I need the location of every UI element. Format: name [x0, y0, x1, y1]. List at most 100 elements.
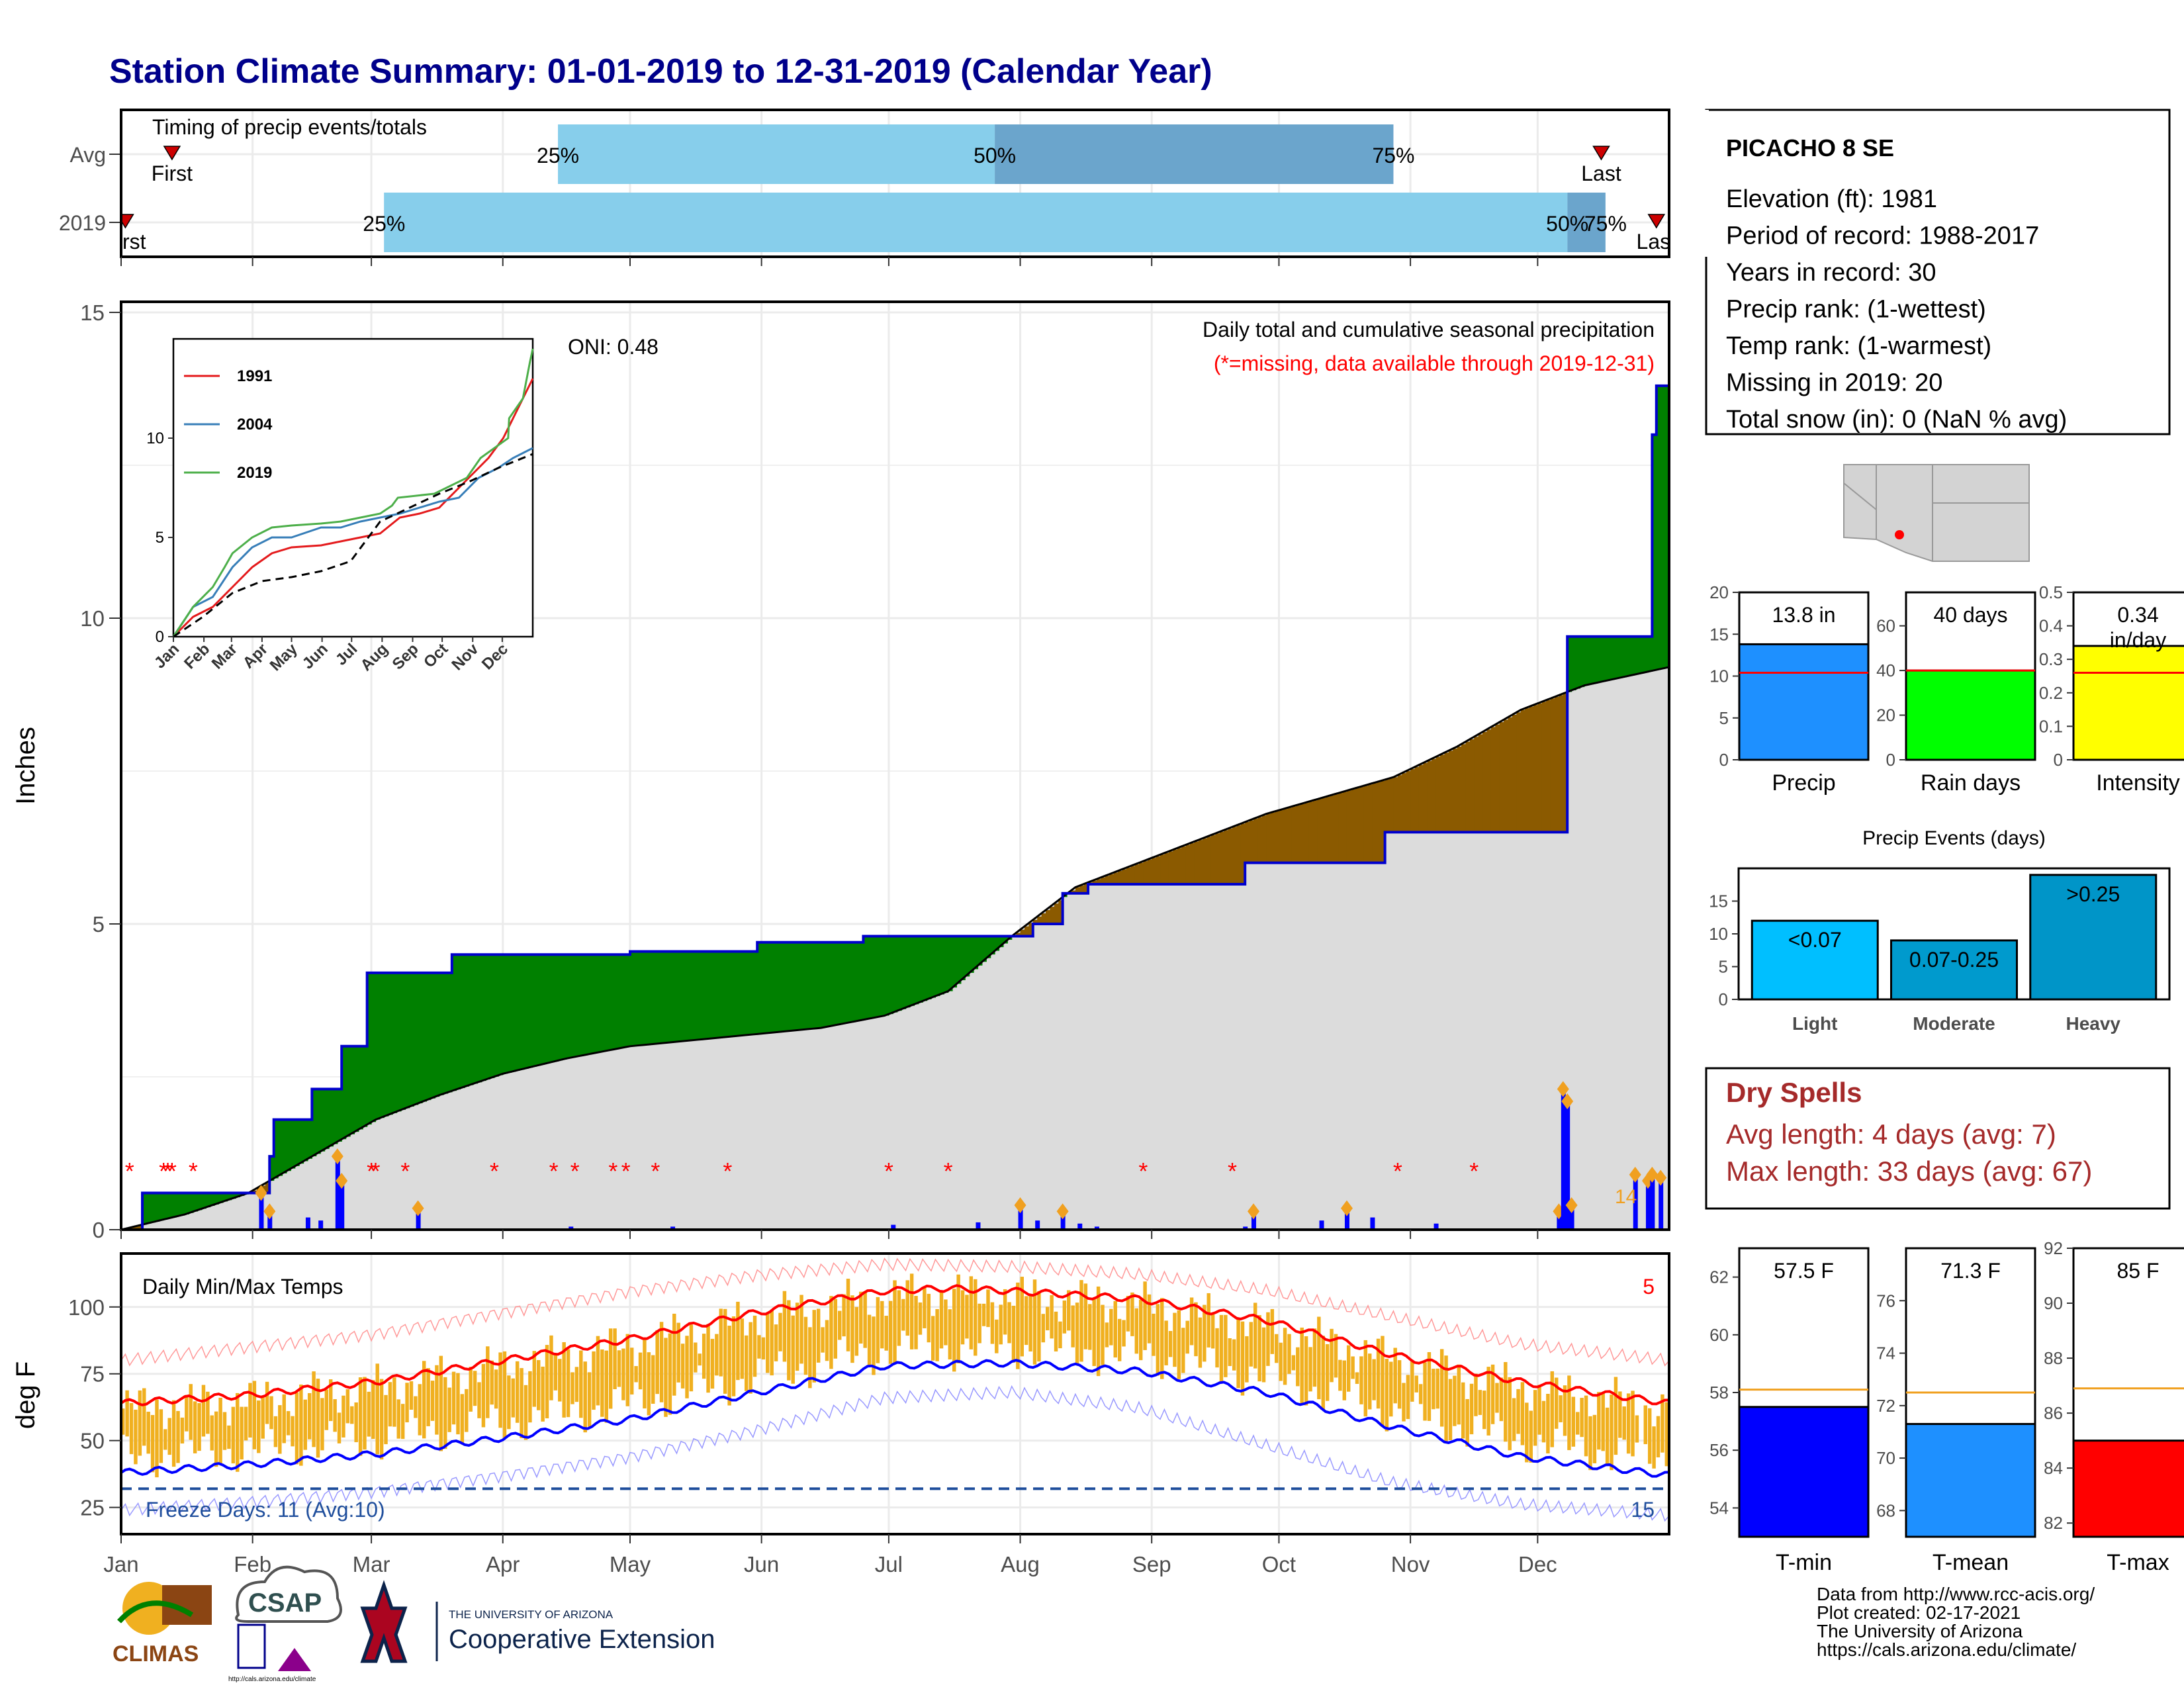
surplus-area	[923, 936, 928, 1001]
deficit-area	[1321, 798, 1326, 863]
events-bar	[2029, 874, 2158, 1001]
daily-temp-range-bar	[1236, 1318, 1240, 1389]
daily-temp-range-bar	[265, 1381, 269, 1424]
deficit-area	[1228, 828, 1233, 884]
daily-temp-range-bar	[1168, 1331, 1173, 1357]
daily-precip-marker	[1655, 1169, 1667, 1186]
surplus-area	[608, 954, 614, 1050]
daily-temp-range-bar	[1164, 1320, 1168, 1365]
summary-value-label: 71.3 F	[1940, 1259, 2001, 1283]
surplus-area	[1631, 636, 1636, 676]
surplus-area	[812, 942, 817, 1029]
surplus-area	[1605, 636, 1610, 681]
surplus-area	[766, 942, 771, 1034]
deficit-area	[1164, 852, 1169, 884]
missing-day-star: *	[189, 1158, 198, 1185]
climas-logo: CLIMAS	[113, 1582, 212, 1667]
summary-ytick-label: 20	[1709, 582, 1729, 602]
station-info-line: Period of record: 1988-2017	[1726, 222, 2039, 250]
surplus-area	[316, 1089, 321, 1154]
missing-day-star: *	[549, 1158, 559, 1185]
summary-ytick-label: 68	[1876, 1500, 1895, 1520]
daily-temp-range-bar	[1610, 1394, 1614, 1471]
surplus-area	[1588, 636, 1594, 685]
deficit-area	[1537, 703, 1543, 833]
month-label: Jul	[875, 1552, 903, 1577]
deficit-area	[1368, 784, 1373, 863]
daily-temp-range-bar	[1389, 1361, 1393, 1417]
surplus-area	[600, 954, 606, 1052]
daily-temp-range-bar	[952, 1289, 956, 1372]
surplus-area	[358, 1046, 363, 1130]
daily-temp-range-bar	[715, 1334, 719, 1376]
daily-temp-range-bar	[939, 1290, 944, 1349]
daily-temp-range-bar	[507, 1375, 511, 1430]
daily-temp-range-bar	[1054, 1311, 1058, 1351]
summary-ytick-label: 86	[2044, 1403, 2063, 1423]
daily-temp-range-bar	[842, 1294, 846, 1337]
timing-clip-left	[0, 110, 121, 257]
deficit-area	[1083, 884, 1089, 893]
daily-temp-range-bar	[193, 1401, 197, 1453]
daily-precip-marker	[263, 1203, 276, 1220]
temp-title: Daily Min/Max Temps	[142, 1275, 343, 1299]
surplus-area	[850, 942, 856, 1023]
month-label: May	[610, 1552, 651, 1577]
timing-pct-label: 50%	[1546, 212, 1588, 236]
deficit-area	[1092, 880, 1097, 884]
daily-temp-range-bar	[400, 1404, 405, 1440]
summary-bar	[1905, 669, 2036, 761]
daily-temp-range-bar	[774, 1324, 778, 1361]
summary-bar	[1738, 643, 1870, 761]
record-min-line	[120, 1385, 1670, 1522]
surplus-area	[583, 954, 588, 1056]
daily-temp-range-bar	[1554, 1377, 1559, 1429]
surplus-area	[939, 936, 944, 995]
dry-spells-title: Dry Spells	[1726, 1077, 1862, 1108]
daily-temp-range-bar	[528, 1371, 532, 1423]
daily-temp-range-bar	[664, 1338, 668, 1417]
deficit-area	[1096, 879, 1101, 884]
daily-temp-range-bar	[545, 1345, 549, 1419]
surplus-area	[761, 942, 766, 1034]
daily-temp-range-bar	[214, 1411, 218, 1467]
daily-temp-range-bar	[927, 1293, 931, 1343]
daily-temp-range-bar	[312, 1371, 316, 1447]
deficit-area	[1210, 835, 1216, 884]
climas-logo-text: CLIMAS	[113, 1641, 199, 1667]
daily-temp-range-bar	[176, 1410, 180, 1463]
summary-xlabel: T-max	[2107, 1550, 2169, 1575]
summary-ytick-label: 0.1	[2039, 716, 2063, 736]
daily-temp-range-bar	[1007, 1302, 1011, 1344]
daily-temp-range-bar	[672, 1313, 676, 1396]
daily-temp-range-bar	[1486, 1367, 1490, 1436]
surplus-area	[1597, 636, 1602, 683]
ua-logo: THE UNIVERSITY OF ARIZONA Cooperative Ex…	[360, 1580, 715, 1663]
daily-temp-range-bar	[218, 1397, 222, 1464]
missing-day-star: *	[163, 1158, 172, 1185]
daily-precip-bar	[1243, 1226, 1248, 1230]
daily-temp-range-bar	[371, 1380, 375, 1440]
daily-temp-range-bar	[435, 1365, 439, 1435]
daily-temp-range-bar	[367, 1391, 371, 1437]
events-category-label: Heavy	[2066, 1013, 2120, 1034]
daily-precip-bar	[1659, 1177, 1664, 1230]
daily-temp-range-bar	[1605, 1407, 1610, 1466]
surplus-area	[846, 942, 851, 1023]
deficit-area	[1232, 827, 1237, 884]
surplus-area	[659, 951, 664, 1044]
daily-temp-range-bar	[1122, 1320, 1126, 1347]
precip-ylabel: Inches	[11, 727, 40, 805]
precip-subtitle: Daily total and cumulative seasonal prec…	[1203, 318, 1655, 342]
daily-temp-range-bar	[884, 1316, 888, 1351]
daily-temp-range-bar	[829, 1296, 833, 1369]
surplus-area	[974, 936, 979, 970]
surplus-area	[731, 951, 737, 1037]
deficit-area	[1486, 729, 1492, 833]
daily-temp-range-bar	[1334, 1334, 1338, 1378]
daily-temp-range-bar	[1138, 1299, 1143, 1361]
dry-spells-avg: Avg length: 4 days (avg: 7)	[1726, 1119, 2056, 1150]
surplus-area	[638, 951, 643, 1046]
surplus-area	[379, 972, 385, 1119]
daily-temp-range-bar	[621, 1348, 625, 1400]
